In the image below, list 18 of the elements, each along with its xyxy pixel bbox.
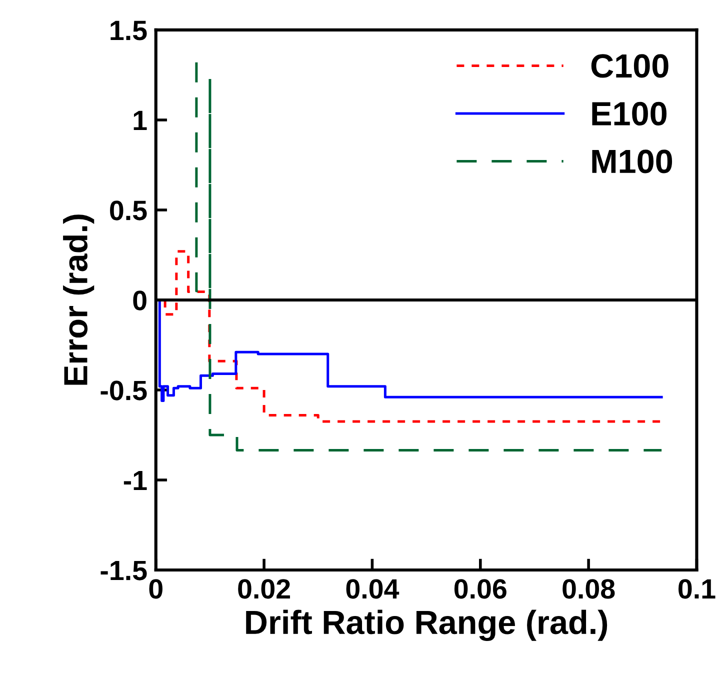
x-tick-label: 0.04 [346,579,400,599]
y-tick-label: -1 [124,470,147,490]
y-axis-title: Error (rad.) [63,214,94,385]
y-tick-label: -0.5 [100,380,147,400]
y-tick-label: 1.5 [110,20,147,40]
legend-label: E100 [592,102,666,126]
x-tick-label: 0.06 [454,579,506,599]
y-tick-label: 1 [134,110,147,130]
x-axis-title: Drift Ratio Range (rad.) [246,610,608,641]
x-tick-label: 0.1 [678,579,716,599]
y-tick-label: 0 [133,290,146,310]
x-tick-label: 0 [149,579,162,599]
x-tick-label: 0.02 [238,579,290,599]
legend-label: M100 [592,150,672,174]
y-tick-label: 0.5 [110,200,147,220]
legend-label: C100 [591,54,668,78]
x-tick-label: 0.08 [562,579,615,599]
y-tick-label: -1.5 [100,560,147,580]
